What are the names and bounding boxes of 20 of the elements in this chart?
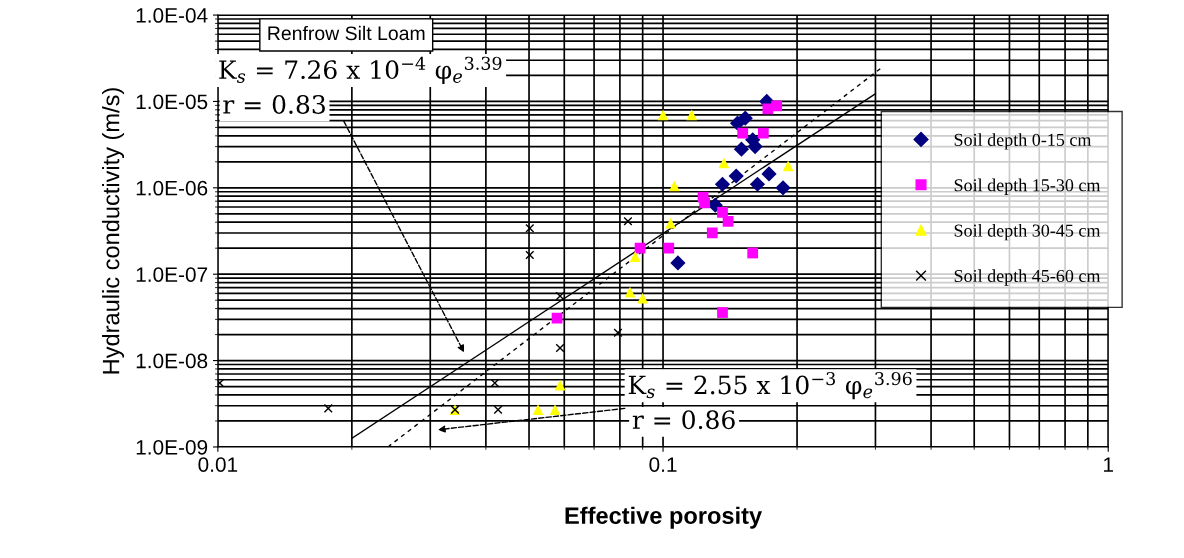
x-axis-title: Effective porosity — [565, 506, 762, 529]
chart-title: Renfrow Silt Loam — [268, 25, 425, 41]
annotation: r = 0.86 — [632, 410, 735, 430]
y-tick-label: 1.0E-05 — [136, 94, 208, 110]
legend-label: Soil depth 0-15 cm — [954, 133, 1092, 150]
y-tick-label: 1.0E-09 — [136, 439, 208, 455]
x-tick-label: 1 — [1104, 457, 1113, 472]
legend-label: Soil depth 45-60 cm — [954, 269, 1101, 286]
annotation: r = 0.83 — [223, 94, 325, 114]
y-tick-label: 1.0E-07 — [136, 267, 208, 282]
y-tick-label: 1.0E-04 — [136, 8, 208, 23]
annotation: K$_{s}$ = 2.55 x 10$^{−3}$ φ$_{e}$$^{3.96}$ — [628, 371, 912, 400]
x-tick-label: 0.01 — [198, 457, 238, 472]
y-tick-label: 1.0E-06 — [136, 180, 208, 196]
legend-label: Soil depth 30-45 cm — [954, 223, 1101, 241]
y-axis-title: Hydraulic conductivity (m/s) — [102, 88, 125, 374]
x-tick-label: 0.1 — [649, 457, 677, 472]
y-tick-label: 1.0E-08 — [136, 353, 208, 369]
annotation: K$_{s}$ = 7.26 x 10$^{−4}$ φ$_{e}$$^{3.39}$ — [219, 56, 502, 84]
legend-label: Soil depth 15-30 cm — [954, 178, 1101, 195]
